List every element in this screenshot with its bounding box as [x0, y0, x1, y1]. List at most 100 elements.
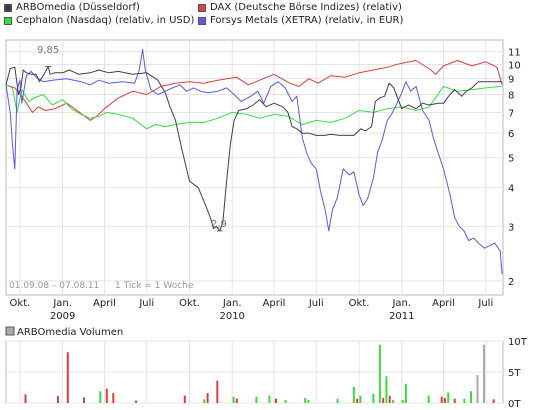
- legend-label-forsys: Forsys Metals (XETRA) (relativ, in EUR): [210, 15, 404, 26]
- annotation-high: 9,85: [37, 45, 59, 56]
- y-tick-label: 7: [508, 108, 514, 119]
- volume-bar: [216, 380, 219, 403]
- volume-bar: [235, 398, 238, 403]
- volume-y-tick-label: 0T: [508, 399, 521, 410]
- x-tick-label: Jan.: [52, 298, 72, 309]
- volume-bar: [203, 399, 206, 403]
- series-line-dax: [5, 60, 503, 121]
- volume-bar: [443, 398, 446, 403]
- volume-bar: [255, 396, 258, 403]
- y-tick-label: 4: [508, 184, 514, 195]
- x-tick-label: April: [432, 298, 455, 309]
- volume-bar: [268, 395, 271, 403]
- y-tick-label: 2: [508, 277, 514, 288]
- range-text: 01.09.08 – 07.08.11: [9, 281, 99, 291]
- volume-bar: [391, 399, 394, 403]
- volume-grid: [6, 340, 503, 404]
- y-tick-label: 11: [508, 48, 521, 59]
- volume-bar: [105, 388, 108, 403]
- volume-y-axis: 10T 5T 0T: [508, 337, 528, 410]
- legend-swatch-forsys: [198, 16, 206, 25]
- y-tick-label: 6: [508, 129, 514, 140]
- volume-bar: [307, 399, 310, 403]
- price-grid: [6, 40, 503, 295]
- legend-label-cephalon: Cephalon (Nasdaq) (relativ, in USD): [16, 15, 195, 26]
- tick-text: 1 Tick = 1 Woche: [115, 281, 194, 291]
- x-tick-label: Juli: [477, 298, 493, 309]
- volume-bar: [427, 395, 430, 403]
- x-year-label: 2011: [389, 311, 414, 322]
- legend-label-arbo: ARBOmedia (Düsseldorf): [16, 2, 140, 13]
- volume-title: ARBOmedia Volumen: [17, 327, 123, 338]
- y-tick-label: 5: [508, 154, 514, 165]
- legend-label-dax: DAX (Deutsche Börse Indizes) (relativ): [210, 2, 402, 13]
- series-line-arbo: [5, 66, 503, 232]
- volume-bar: [112, 393, 115, 403]
- volume-bar: [183, 395, 186, 403]
- volume-bar: [356, 398, 359, 403]
- volume-bar: [404, 383, 407, 403]
- volume-bar: [476, 375, 479, 403]
- legend-item-dax[interactable]: DAX (Deutsche Börse Indizes) (relativ): [198, 2, 402, 13]
- x-tick-label: Jan.: [391, 298, 411, 309]
- annotation-low: 2,9: [211, 219, 227, 230]
- volume-bar: [232, 396, 235, 403]
- volume-bar: [284, 399, 287, 403]
- volume-bar: [66, 352, 69, 403]
- x-tick-label: Juli: [138, 298, 154, 309]
- x-year-label: 2009: [50, 311, 75, 322]
- legend-item-forsys[interactable]: Forsys Metals (XETRA) (relativ, in EUR): [198, 15, 403, 26]
- volume-y-tick-label: 10T: [508, 337, 528, 348]
- volume-bar: [401, 399, 404, 403]
- volume-bar: [274, 398, 277, 403]
- y-tick-label: 8: [508, 91, 514, 102]
- volume-bar: [378, 344, 381, 403]
- volume-bar: [83, 397, 85, 403]
- volume-bar: [483, 344, 485, 403]
- volume-bar: [352, 386, 355, 403]
- volume-bar: [447, 392, 450, 403]
- volume-bar: [453, 398, 456, 403]
- volume-legend-swatch: [5, 326, 15, 336]
- volume-bar: [24, 394, 27, 403]
- y-tick-label: 10: [508, 61, 521, 72]
- volume-bar: [359, 395, 362, 403]
- volume-bar: [492, 399, 495, 403]
- volume-bar: [382, 398, 385, 403]
- volume-bar: [385, 376, 388, 403]
- x-year-label: 2010: [219, 311, 244, 322]
- volume-bar: [372, 393, 375, 403]
- x-tick-label: Okt.: [349, 298, 370, 309]
- x-tick-label: Okt.: [10, 298, 31, 309]
- series-line-cephalon: [5, 84, 503, 130]
- x-tick-label: April: [93, 298, 116, 309]
- x-tick-label: April: [263, 298, 286, 309]
- series-line-forsys: [5, 48, 503, 275]
- y-tick-label: 9: [508, 75, 514, 86]
- volume-bar: [388, 395, 391, 403]
- volume-bar: [440, 396, 443, 403]
- y-tick-label: 3: [508, 222, 514, 233]
- volume-bars: [24, 344, 495, 403]
- x-tick-label: Juli: [308, 298, 324, 309]
- volume-bar: [304, 398, 307, 403]
- volume-bar: [99, 391, 102, 403]
- volume-bar: [470, 391, 472, 403]
- volume-bar: [463, 398, 466, 403]
- legend-swatch-arbo: [4, 3, 12, 12]
- volume-y-tick-label: 5T: [508, 368, 521, 379]
- legend-item-cephalon[interactable]: Cephalon (Nasdaq) (relativ, in USD): [4, 15, 194, 26]
- price-y-axis: 11 10 9 8 7 6 5 4 3 2: [508, 48, 521, 288]
- x-axis: Okt. Jan. 2009 April Juli Okt. Jan. 2010 April Ju…: [10, 298, 494, 322]
- volume-bar: [135, 400, 138, 403]
- legend-swatch-cephalon: [4, 16, 12, 25]
- x-tick-label: Jan.: [222, 298, 242, 309]
- legend-item-arbo[interactable]: ARBOmedia (Düsseldorf): [4, 2, 140, 13]
- volume-bar: [336, 398, 339, 403]
- price-series: [5, 48, 503, 275]
- volume-bar: [57, 396, 59, 403]
- x-tick-label: Okt.: [179, 298, 200, 309]
- volume-bar: [206, 393, 209, 403]
- legend-swatch-dax: [198, 3, 206, 12]
